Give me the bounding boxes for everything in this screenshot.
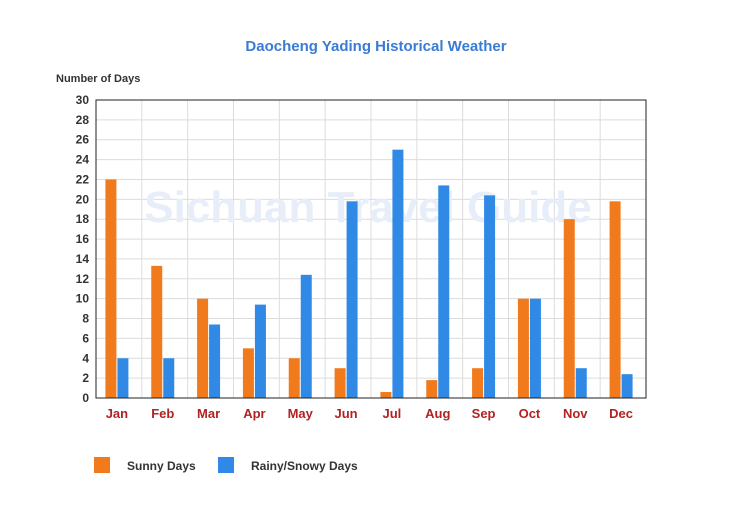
y-tick-label: 20 [76,192,90,206]
bar-sunny-jan [105,179,117,398]
bar-sunny-may [288,358,300,398]
bar-sunny-jun [334,368,346,398]
bar-rainy-nov [575,368,587,398]
legend: Sunny Days Rainy/Snowy Days [94,457,358,473]
watermark: Sichuan Travel Guide [144,183,591,232]
y-tick-label: 28 [76,113,90,127]
y-tick-label: 30 [76,93,90,107]
x-tick-label-may: May [288,406,314,421]
y-tick-label: 4 [82,351,89,365]
bar-sunny-sep [472,368,484,398]
bar-sunny-aug [426,380,438,398]
x-tick-labels: Jan Feb Mar Apr May Jun Jul Aug Sep Oct Nov Dec [106,406,633,421]
legend-label-rainy: Rainy/Snowy Days [251,459,358,473]
bar-sunny-dec [609,201,621,398]
bar-rainy-feb [163,358,175,398]
x-tick-label-mar: Mar [197,406,220,421]
axes [95,99,647,399]
bar-sunny-apr [242,348,254,398]
y-tick-label: 22 [76,172,90,186]
bar-rainy-apr [254,304,266,398]
grid [96,99,646,399]
legend-label-sunny: Sunny Days [127,459,196,473]
bar-rainy-mar [209,324,221,398]
bar-rainy-may [300,274,312,398]
x-tick-label-oct: Oct [519,406,541,421]
y-tick-label: 24 [76,153,90,167]
bar-rainy-jul [392,149,404,398]
bar-sunny-nov [563,219,575,398]
bar-rainy-aug [438,185,450,398]
y-tick-label: 8 [82,312,89,326]
x-tick-label-jan: Jan [106,406,128,421]
bar-sunny-feb [151,265,163,398]
x-tick-label-dec: Dec [609,406,633,421]
y-tick-label: 10 [76,292,90,306]
bar-rainy-oct [529,298,541,398]
y-tick-label: 18 [76,212,90,226]
x-tick-label-feb: Feb [151,406,174,421]
x-tick-label-sep: Sep [472,406,496,421]
y-tick-label: 0 [82,391,89,405]
y-tick-label: 16 [76,232,90,246]
bar-rainy-dec [621,374,633,398]
legend-swatch-rainy [218,457,234,473]
x-tick-label-jun: Jun [335,406,358,421]
bar-sunny-jul [380,392,392,398]
x-tick-label-nov: Nov [563,406,588,421]
plot-frame [95,99,647,399]
y-axis-label: Number of Days [56,73,140,85]
bar-rainy-jan [117,358,129,398]
bar-rainy-jun [346,201,358,398]
x-tick-label-apr: Apr [243,406,265,421]
y-tick-label: 14 [76,252,90,266]
bar-sunny-oct [517,298,529,398]
bar-rainy-sep [484,195,496,398]
bars [105,149,633,398]
y-tick-label: 2 [82,371,89,385]
chart-title: Daocheng Yading Historical Weather [245,38,506,55]
x-tick-label-jul: Jul [383,406,402,421]
x-tick-label-aug: Aug [425,406,450,421]
bar-sunny-mar [197,298,209,398]
y-tick-label: 26 [76,133,90,147]
y-tick-label: 6 [82,331,89,345]
legend-swatch-sunny [94,457,110,473]
y-tick-label: 12 [76,272,90,286]
